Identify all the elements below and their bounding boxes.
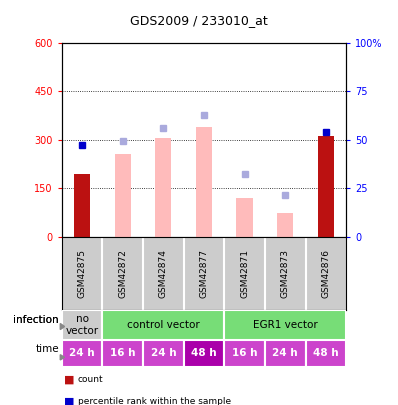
Bar [102, 310, 224, 340]
Bar [277, 213, 293, 237]
Bar [318, 136, 334, 237]
Bar [183, 340, 224, 367]
Text: GSM42871: GSM42871 [240, 249, 249, 298]
Text: ■: ■ [64, 397, 74, 405]
Text: 48 h: 48 h [191, 348, 217, 358]
Text: 48 h: 48 h [313, 348, 339, 358]
Text: control vector: control vector [127, 320, 200, 330]
Text: GSM42872: GSM42872 [118, 249, 127, 298]
Bar [306, 340, 346, 367]
Bar [62, 340, 102, 367]
Text: GSM42876: GSM42876 [322, 249, 330, 298]
Bar [155, 138, 172, 237]
Text: 16 h: 16 h [232, 348, 258, 358]
Text: GSM42873: GSM42873 [281, 249, 290, 298]
Bar [236, 198, 253, 237]
Bar [196, 127, 212, 237]
Bar [143, 340, 183, 367]
Text: GSM42874: GSM42874 [159, 249, 168, 298]
Text: GSM42877: GSM42877 [199, 249, 209, 298]
Text: 24 h: 24 h [150, 348, 176, 358]
Text: time: time [35, 344, 59, 354]
Bar [62, 310, 102, 340]
Text: GDS2009 / 233010_at: GDS2009 / 233010_at [130, 14, 268, 27]
Text: 24 h: 24 h [273, 348, 298, 358]
Bar [74, 174, 90, 237]
Bar [102, 340, 143, 367]
Text: ■: ■ [64, 375, 74, 385]
Text: GSM42875: GSM42875 [78, 249, 86, 298]
Text: no
vector: no vector [65, 314, 99, 336]
Polygon shape [60, 355, 64, 360]
Text: infection: infection [13, 315, 59, 326]
Bar [224, 340, 265, 367]
Text: 16 h: 16 h [110, 348, 135, 358]
Text: 24 h: 24 h [69, 348, 95, 358]
Text: count: count [78, 375, 103, 384]
Bar [224, 310, 346, 340]
Text: EGR1 vector: EGR1 vector [253, 320, 318, 330]
Text: percentile rank within the sample: percentile rank within the sample [78, 397, 231, 405]
Bar [265, 340, 306, 367]
Polygon shape [60, 324, 64, 330]
Text: infection: infection [13, 315, 59, 326]
Bar [115, 154, 131, 237]
